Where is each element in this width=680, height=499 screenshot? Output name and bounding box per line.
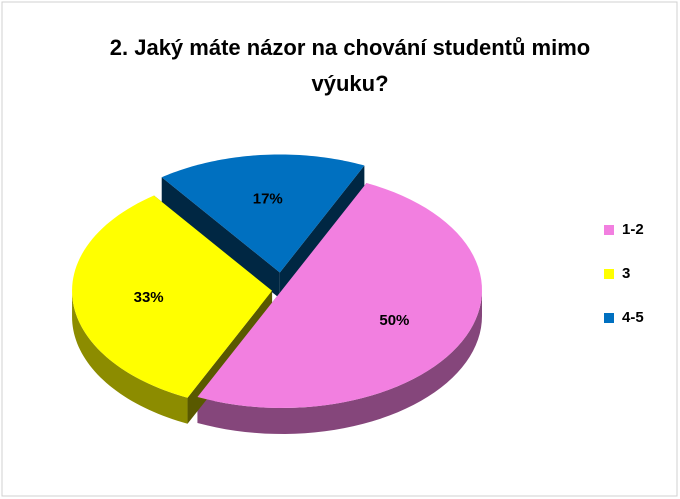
legend-swatch	[604, 269, 614, 279]
legend-label: 4-5	[622, 309, 644, 326]
legend-swatch	[604, 313, 614, 323]
data-label: 17%	[253, 191, 283, 208]
legend-label: 3	[622, 265, 630, 282]
slice-face	[161, 177, 280, 299]
slice	[197, 183, 482, 408]
data-label: 50%	[379, 312, 409, 329]
legend-label: 1-2	[622, 221, 644, 238]
data-label: 33%	[134, 289, 164, 306]
slice	[161, 154, 365, 273]
legend-swatch	[604, 225, 614, 235]
chart-title: 2. Jaký máte názor na chování studentů m…	[109, 35, 591, 96]
slice-face	[279, 165, 365, 299]
slice	[72, 195, 273, 398]
slice-side	[72, 290, 188, 424]
slice-side	[197, 290, 482, 434]
